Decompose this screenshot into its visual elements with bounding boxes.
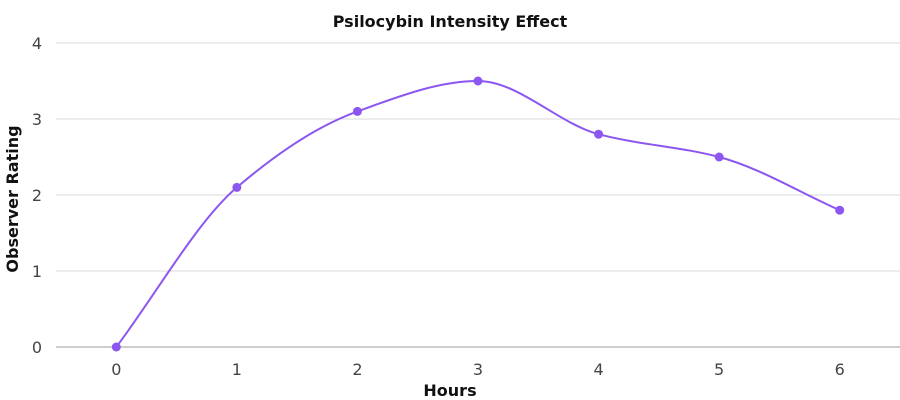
x-tick-label: 0 [111,360,121,379]
x-tick-label: 3 [473,360,483,379]
x-tick-label: 5 [714,360,724,379]
data-point [232,182,242,192]
data-point [835,205,845,215]
data-point [111,342,121,352]
data-point [473,76,483,86]
chart-title: Psilocybin Intensity Effect [333,12,568,31]
y-tick-label: 0 [32,338,42,357]
y-tick-label: 2 [32,186,42,205]
y-tick-labels: 0 1 2 3 4 [32,34,42,357]
data-point [594,129,604,139]
y-tick-label: 4 [32,34,42,53]
data-point [714,152,724,162]
data-points [111,76,845,352]
x-tick-label: 1 [232,360,242,379]
x-tick-label: 2 [352,360,362,379]
x-tick-label: 4 [593,360,603,379]
y-axis-label: Observer Rating [3,125,22,272]
y-tick-label: 1 [32,262,42,281]
data-point [352,106,362,116]
series-line [115,79,841,348]
x-tick-labels: 0 1 2 3 4 5 6 [111,360,845,379]
x-axis-label: Hours [423,381,476,400]
y-tick-label: 3 [32,110,42,129]
grid-lines [56,42,900,272]
x-tick-label: 6 [835,360,845,379]
